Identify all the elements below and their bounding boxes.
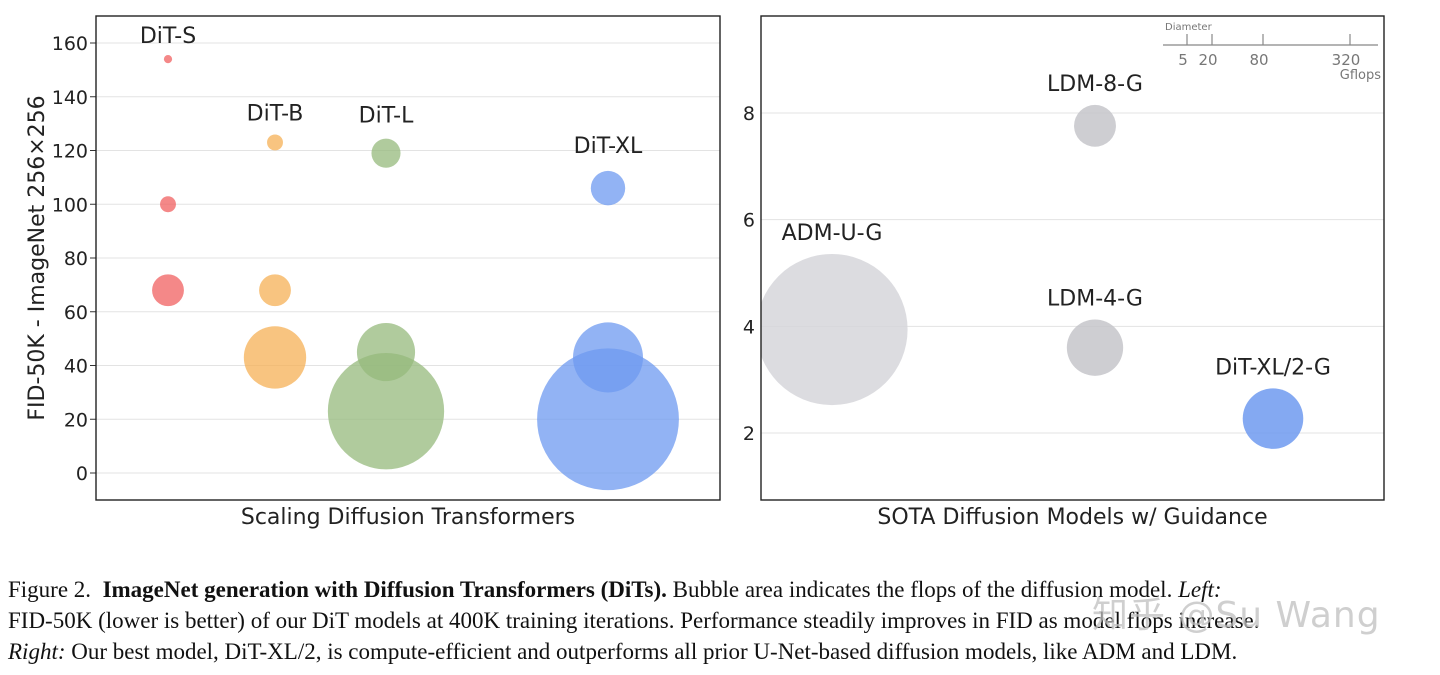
right-ytick-label: 6 xyxy=(743,210,755,232)
left-label-dit-b: DiT-B xyxy=(247,101,304,126)
caption-sentence-1: Bubble area indicates the flops of the d… xyxy=(672,577,1173,602)
watermark: 知乎 @Su Wang xyxy=(1092,595,1381,636)
legend-unit: Gflops xyxy=(1340,68,1381,83)
left-label-dit-l: DiT-L xyxy=(359,104,414,129)
left-bubble-dit-s xyxy=(160,196,176,213)
caption-title: ImageNet generation with Diffusion Trans… xyxy=(102,577,667,602)
right-ytick-label: 4 xyxy=(743,316,755,338)
right-label-adm-u-g: ADM-U-G xyxy=(782,221,883,246)
caption-right-label: Right: xyxy=(8,639,66,664)
right-x-axis-label: SOTA Diffusion Models w/ Guidance xyxy=(877,505,1267,530)
left-ytick-label: 60 xyxy=(64,302,88,324)
left-bubble-dit-b xyxy=(259,274,291,307)
left-bubble-dit-s xyxy=(163,55,173,64)
left-y-axis-label: FID-50K - ImageNet 256×256 xyxy=(25,95,50,420)
left-bubble-dit-b xyxy=(243,326,307,389)
left-bubble-dit-xl xyxy=(590,170,626,206)
left-bubble-dit-l xyxy=(327,353,445,470)
left-plot-frame xyxy=(95,15,721,501)
left-bubble-dit-l xyxy=(371,138,401,168)
legend-tick-label: 20 xyxy=(1198,51,1217,69)
left-ytick-label: 140 xyxy=(52,87,88,109)
left-ytick-label: 80 xyxy=(64,248,88,270)
right-label-dit-xl-2-g: DiT-XL/2-G xyxy=(1215,355,1331,380)
left-ytick-label: 20 xyxy=(64,409,88,431)
left-x-axis-label: Scaling Diffusion Transformers xyxy=(241,505,575,530)
caption-lead: Figure 2. xyxy=(8,577,92,602)
caption-line-1: Figure 2. ImageNet generation with Diffu… xyxy=(8,574,1428,605)
left-ytick-label: 0 xyxy=(76,463,88,485)
caption-line-3-text: Our best model, DiT-XL/2, is compute-eff… xyxy=(71,639,1238,664)
right-bubble-ldm-8-g xyxy=(1074,104,1116,147)
right-label-ldm-4-g: LDM-4-G xyxy=(1047,287,1143,312)
caption-line-3: Right: Our best model, DiT-XL/2, is comp… xyxy=(8,636,1428,667)
figure-caption: Figure 2. ImageNet generation with Diffu… xyxy=(8,574,1428,667)
right-bubble-ldm-4-g xyxy=(1066,319,1124,376)
left-label-dit-xl: DiT-XL xyxy=(574,134,643,159)
right-bubble-dit-xl-2-g xyxy=(1242,388,1304,449)
left-label-dit-s: DiT-S xyxy=(140,24,196,49)
left-bubble-dit-s xyxy=(152,274,184,307)
left-ytick-label: 160 xyxy=(52,33,88,55)
left-bubble-dit-l xyxy=(356,322,416,382)
left-bubble-dit-b xyxy=(267,134,283,151)
legend-tick-label: 320 xyxy=(1332,51,1361,69)
left-ytick-label: 40 xyxy=(64,356,88,378)
legend-tick-label: 5 xyxy=(1178,51,1188,69)
right-label-ldm-8-g: LDM-8-G xyxy=(1047,72,1143,97)
left-ytick-label: 120 xyxy=(52,141,88,163)
right-ytick-label: 2 xyxy=(743,423,755,445)
legend-tick-label: 80 xyxy=(1249,51,1268,69)
right-plot-frame xyxy=(760,15,1385,501)
legend-title: Diameter xyxy=(1165,22,1213,33)
left-bubble-dit-xl xyxy=(572,322,644,393)
right-ytick-label: 8 xyxy=(743,103,755,125)
caption-left-label: Left: xyxy=(1178,577,1222,602)
left-bubble-dit-xl xyxy=(537,348,679,491)
caption-line-2: FID-50K (lower is better) of our DiT mod… xyxy=(8,608,1260,633)
left-ytick-label: 100 xyxy=(52,194,88,216)
right-bubble-adm-u-g xyxy=(761,253,908,406)
figure: 0 20 40 60 80 100 120 140 160 DiT-S DiT-B DiT-L DiT-… xyxy=(25,15,1385,530)
